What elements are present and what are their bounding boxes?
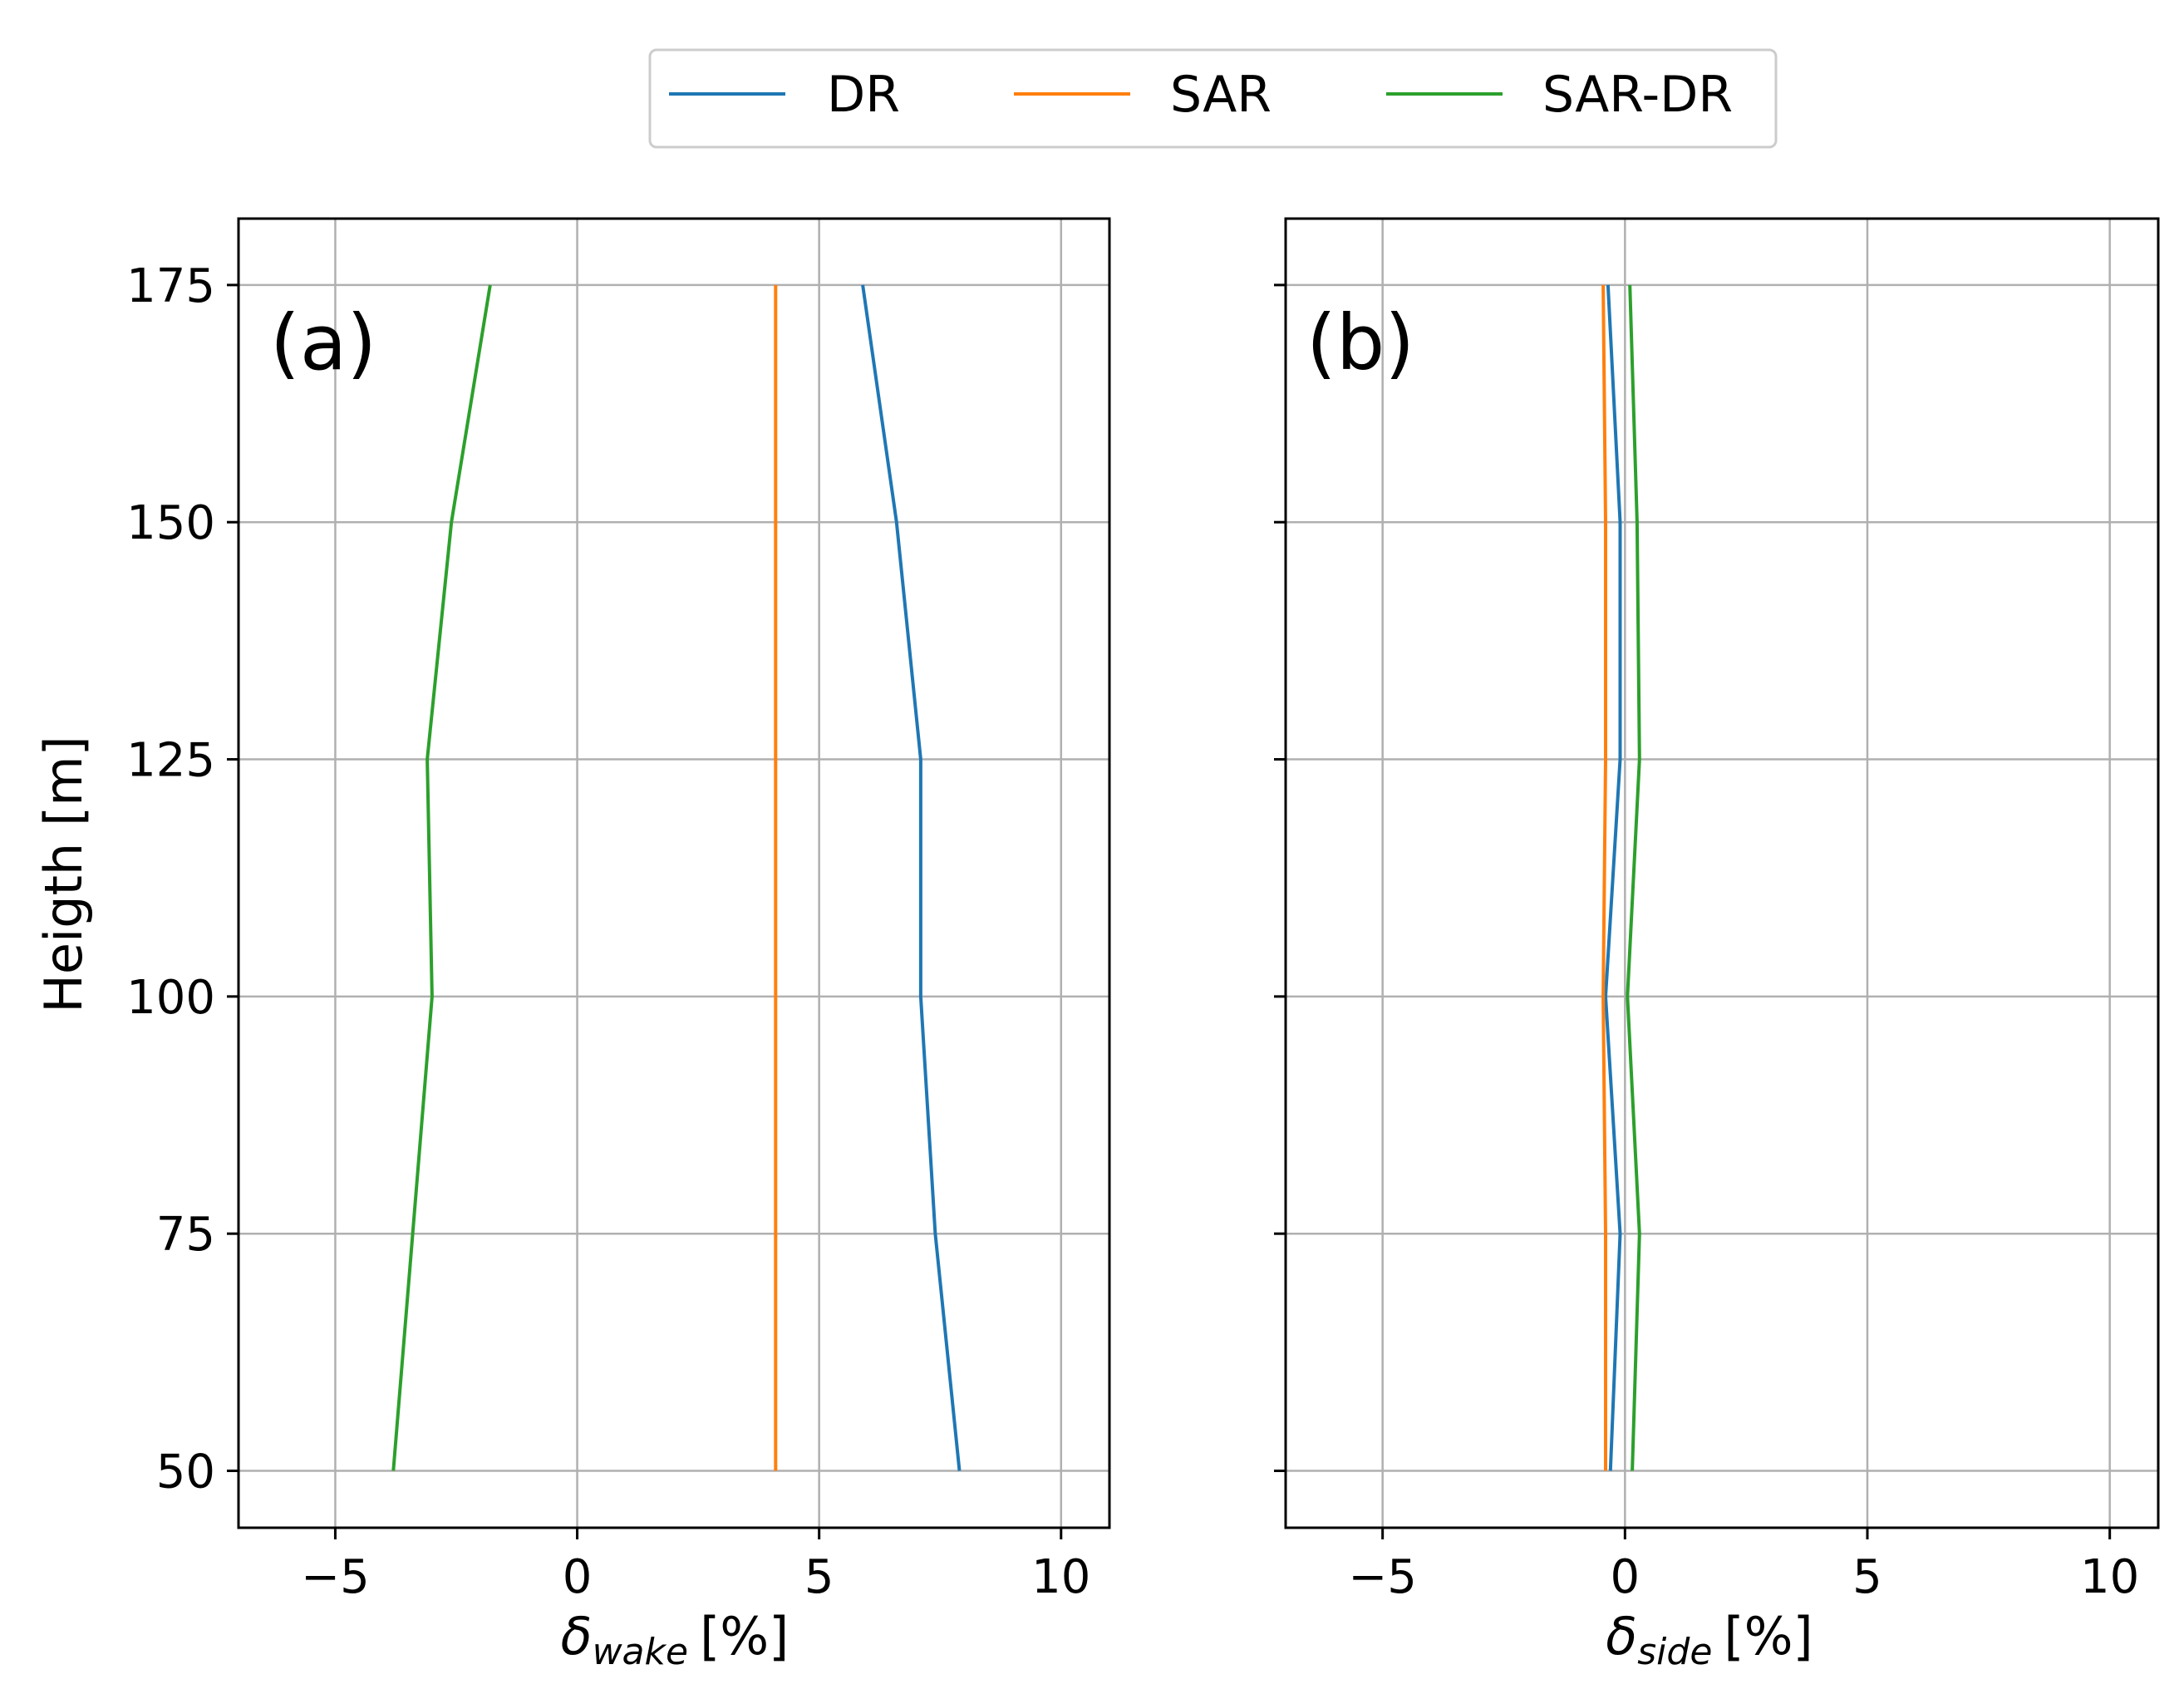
panel-b-frame [1284,217,2160,1529]
panel-a-series-dr [861,284,962,1471]
panel-b-xlabel-symbol: δ [1606,1606,1637,1667]
panel-a-ytick-label-4: 150 [126,496,215,550]
panel-b-series-dr [1604,284,1622,1471]
panel-a-grid [239,219,1109,1528]
legend: DR SAR SAR-DR [648,48,1778,149]
panel-b-xlabel-unit: [%] [1724,1606,1813,1667]
panel-a-xlabel-unit: [%] [700,1606,789,1667]
panel-a-ytick-label-2: 100 [126,971,215,1025]
panel-b-xlabel-subscript: side [1637,1631,1712,1673]
panel-a-xtick-label-3: 10 [1031,1550,1090,1604]
panel-b-ticks: −5 0 5 10 [1274,283,2139,1604]
legend-frame [648,48,1778,149]
panel-b-series-sar [1601,284,1607,1471]
panel-a-xtick-label-1: 0 [563,1550,593,1604]
legend-label-sar: SAR [1170,66,1272,124]
legend-label-dr: DR [827,66,900,124]
panel-a-xlabel: δwake [%] [561,1606,789,1673]
panel-a-xtick-label-0: −5 [301,1550,370,1604]
panel-a-ytick-label-5: 175 [126,259,215,313]
panel-a-ytick-label-0: 50 [156,1445,215,1499]
panel-a-series-sar-dr [391,284,492,1471]
panel-a-ytick-label-1: 75 [156,1208,215,1262]
panel-b-xtick-label-1: 0 [1611,1550,1640,1604]
panel-a-ticks: −5 0 5 10 50 75 100 125 150 175 [126,259,1090,1604]
panel-b-label: (b) [1306,298,1414,387]
panel-b-xtick-label-2: 5 [1852,1550,1882,1604]
panel-b-xtick-label-0: −5 [1348,1550,1417,1604]
panel-a-frame [237,217,1111,1529]
panel-a-xlabel-subscript: wake [593,1631,689,1673]
panel-a-series [391,284,962,1471]
panel-a-xlabel-symbol: δ [561,1606,593,1667]
panel-a-label: (a) [270,298,376,387]
panel-b-series-sar-dr [1626,284,1641,1471]
shared-ylabel: Heigth [m] [33,736,94,1012]
panel-a-xtick-label-2: 5 [804,1550,834,1604]
panel-b-xlabel: δside [%] [1606,1606,1813,1673]
panel-a: −5 0 5 10 50 75 100 125 150 175 (a) δwake [%] [126,217,1111,1673]
panel-b: −5 0 5 10 (b) δside [%] [1274,217,2160,1673]
legend-label-sar-dr: SAR-DR [1542,66,1733,124]
panel-b-grid [1286,219,2158,1528]
panel-b-xtick-label-3: 10 [2080,1550,2139,1604]
panel-b-series [1601,284,1641,1471]
panel-a-ytick-label-3: 125 [126,734,215,788]
